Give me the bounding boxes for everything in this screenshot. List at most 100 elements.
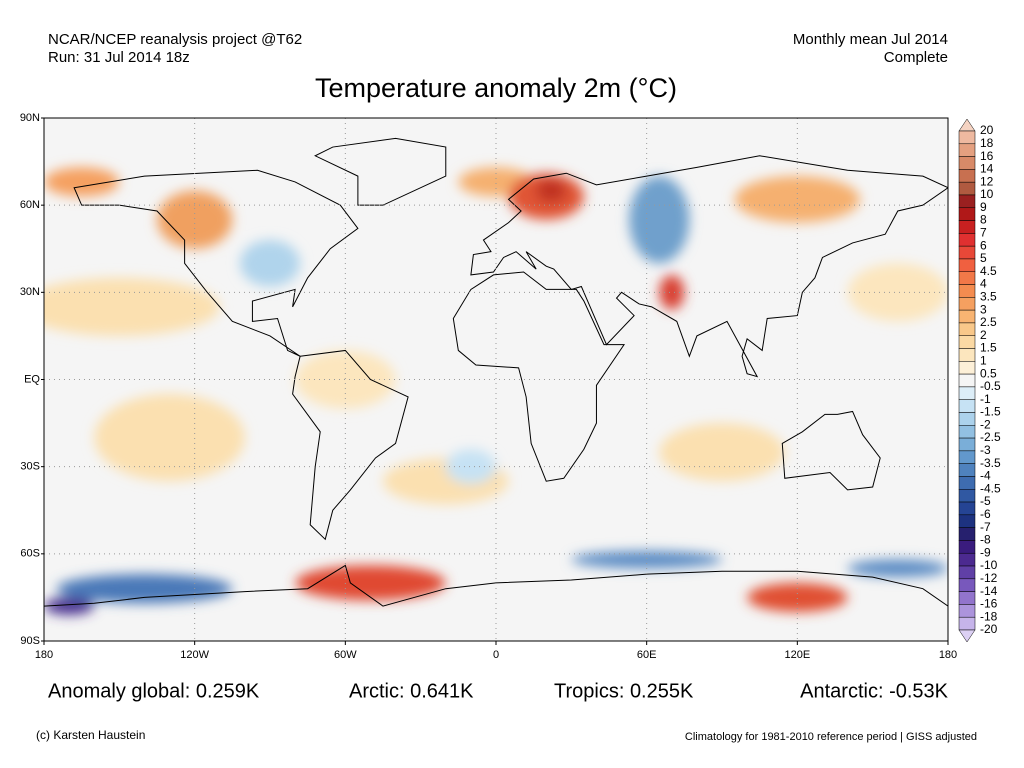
lon-label: 180 (939, 649, 957, 661)
anomaly-patch (747, 582, 848, 612)
colorbar-box (958, 476, 976, 490)
anomaly-patch (44, 597, 95, 615)
colorbar-label: -12 (980, 571, 998, 585)
colorbar-box (958, 540, 976, 554)
credit: (c) Karsten Haustein (36, 728, 145, 742)
colorbar-label: 2 (980, 328, 987, 342)
colorbar-box (958, 604, 976, 618)
colorbar-label: -14 (980, 584, 998, 598)
colorbar-box (958, 412, 976, 426)
colorbar-label: -3 (980, 443, 991, 457)
lat-label: 90S (20, 635, 40, 647)
lat-label: 90N (20, 112, 40, 124)
colorbar-box (958, 552, 976, 567)
colorbar-box (958, 309, 976, 324)
colorbar-label: 10 (980, 187, 994, 201)
coastline (73, 169, 359, 357)
colorbar-label: -0.5 (980, 379, 1001, 393)
anomaly-patch (295, 350, 396, 409)
anomaly-patch (239, 240, 301, 287)
colorbar-label: 16 (980, 149, 994, 163)
lat-label: 30N (20, 286, 40, 298)
anomaly-patch (847, 559, 948, 578)
anomaly-patch (44, 277, 220, 336)
colorbar-box (958, 361, 976, 375)
colorbar: 201816141210987654.543.532.521.510.5-0.5… (958, 118, 1001, 643)
anomaly-patch (659, 423, 785, 482)
stat-tropics: Tropics: 0.255K (554, 680, 694, 702)
colorbar-box (958, 437, 976, 452)
colorbar-label: 0.5 (980, 366, 997, 380)
colorbar-label: -20 (980, 622, 998, 636)
stat-antarctic: Antarctic: -0.53K (800, 680, 949, 702)
colorbar-box (958, 233, 976, 247)
colorbar-label: -1 (980, 392, 991, 406)
climatology-note: Climatology for 1981-2010 reference peri… (685, 731, 977, 743)
colorbar-bottom-arrow (958, 629, 976, 643)
colorbar-box (958, 322, 976, 336)
lon-label: 120W (180, 649, 209, 661)
anomaly-patch (295, 565, 446, 601)
colorbar-box (958, 578, 976, 592)
colorbar-box (958, 297, 976, 311)
colorbar-label: 20 (980, 123, 994, 137)
coastline (314, 137, 447, 206)
run: Run: 31 Jul 2014 18z (48, 49, 190, 66)
colorbar-box (958, 335, 976, 349)
colorbar-box (958, 181, 976, 196)
colorbar-label: 1.5 (980, 341, 997, 355)
anomaly-patch (445, 449, 496, 485)
colorbar-label: 12 (980, 174, 994, 188)
colorbar-box (958, 143, 976, 157)
colorbar-box (958, 348, 976, 362)
lon-label: 60E (637, 649, 657, 661)
lon-label: 60W (334, 649, 357, 661)
colorbar-box (958, 565, 976, 580)
lat-label: 60S (20, 548, 40, 560)
colorbar-label: 4.5 (980, 264, 997, 278)
colorbar-label: -2 (980, 417, 991, 431)
colorbar-label: 14 (980, 162, 994, 176)
graticule: 90N 60N 30N EQ 30S 60S 90S 180 120W 60W 0 60E 120E 18… (20, 112, 957, 661)
colorbar-label: -7 (980, 520, 991, 534)
coastline (292, 349, 409, 541)
anomaly-patch (571, 550, 723, 569)
lat-label: EQ (24, 373, 40, 385)
colorbar-label: 6 (980, 238, 987, 252)
colorbar-label: 18 (980, 136, 994, 150)
coastline (44, 564, 948, 607)
anomaly-patch (536, 179, 567, 203)
colorbar-box (958, 373, 976, 388)
colorbar-box (958, 284, 976, 298)
colorbar-box (958, 450, 976, 464)
stat-arctic: Arctic: 0.641K (349, 680, 474, 702)
colorbar-label: 3.5 (980, 290, 997, 304)
colorbar-label: -1.5 (980, 405, 1001, 419)
colorbar-label: -5 (980, 494, 991, 508)
colorbar-label: -6 (980, 507, 991, 521)
colorbar-box (958, 271, 976, 285)
coastline (781, 410, 881, 491)
colorbar-box (958, 156, 976, 170)
colorbar-label: 7 (980, 226, 987, 240)
colorbar-box (958, 194, 976, 209)
colorbar-label: -16 (980, 597, 998, 611)
anomaly-patch (56, 574, 233, 604)
colorbar-label: -9 (980, 545, 991, 559)
colorbar-label: 9 (980, 200, 987, 214)
colorbar-box (958, 399, 976, 413)
anomaly-field (44, 167, 948, 615)
colorbar-label: 1 (980, 353, 987, 367)
colorbar-label: 8 (980, 213, 987, 227)
colorbar-label: 2.5 (980, 315, 997, 329)
colorbar-box (958, 527, 976, 541)
colorbar-label: -8 (980, 533, 991, 547)
colorbar-label: -2.5 (980, 430, 1001, 444)
coastline (452, 271, 626, 482)
source: NCAR/NCEP reanalysis project @T62 (48, 31, 302, 48)
colorbar-label: -4 (980, 469, 991, 483)
title: Temperature anomaly 2m (°C) (315, 73, 677, 103)
anomaly-patch (629, 176, 690, 264)
colorbar-label: -18 (980, 609, 998, 623)
